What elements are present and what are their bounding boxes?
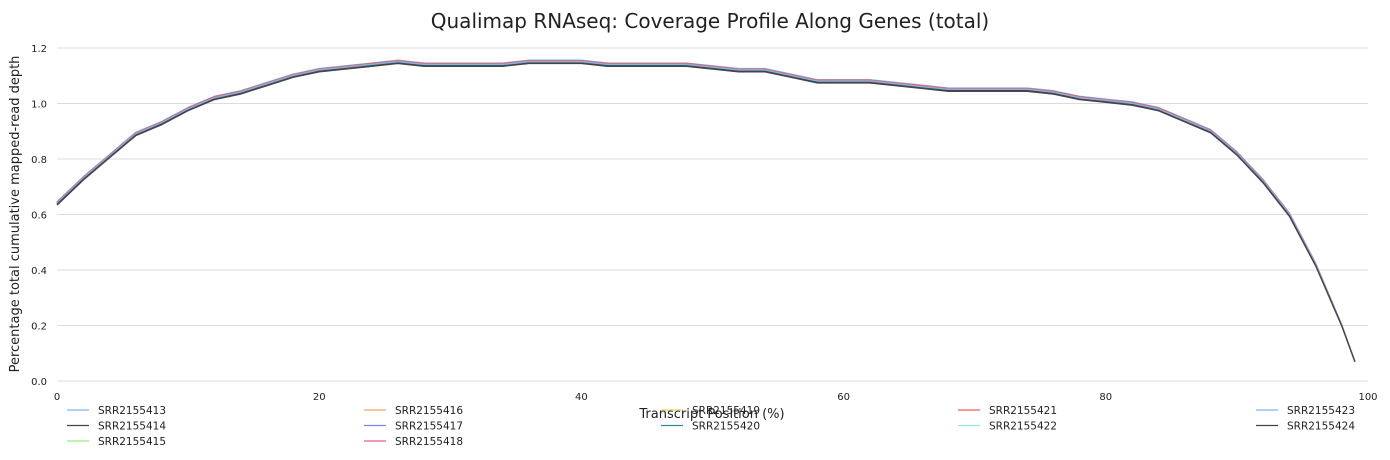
y-tick-label: 0.8 bbox=[31, 155, 47, 166]
legend-item-label[interactable]: SRR2155413 bbox=[98, 405, 166, 417]
y-tick-label: 0.0 bbox=[31, 377, 47, 388]
x-tick-label: 20 bbox=[313, 392, 326, 403]
legend-item-label[interactable]: SRR2155423 bbox=[1287, 405, 1355, 417]
legend-item-label[interactable]: SRR2155424 bbox=[1287, 421, 1355, 433]
y-tick-label: 0.4 bbox=[31, 266, 47, 277]
series-line-SRR2155416[interactable] bbox=[56, 60, 1356, 362]
y-tick-label: 1.0 bbox=[31, 100, 47, 111]
y-tick-label: 1.2 bbox=[31, 44, 47, 55]
series-line-SRR2155417[interactable] bbox=[56, 61, 1356, 362]
chart-title: Qualimap RNAseq: Coverage Profile Along … bbox=[431, 9, 989, 33]
series-line-SRR2155423[interactable] bbox=[56, 60, 1356, 362]
axis-ticks: 0.0 0.2 0.4 0.6 0.8 1.0 1.2 0 20 40 60 80 100 bbox=[31, 44, 1377, 403]
series-line-SRR2155420[interactable] bbox=[56, 61, 1356, 362]
legend-item-label[interactable]: SRR2155415 bbox=[98, 436, 166, 448]
legend-item-label[interactable]: SRR2155418 bbox=[395, 436, 463, 448]
legend-item-label[interactable]: SRR2155414 bbox=[98, 421, 166, 433]
series-line-SRR2155424[interactable] bbox=[56, 62, 1356, 362]
x-tick-label: 100 bbox=[1358, 392, 1377, 403]
legend: SRR2155413 SRR2155414 SRR2155415 SRR2155416… bbox=[67, 405, 1355, 448]
series-line-SRR2155413[interactable] bbox=[56, 59, 1356, 362]
legend-item-label[interactable]: SRR2155420 bbox=[692, 421, 760, 433]
legend-item-label[interactable]: SRR2155419 bbox=[692, 405, 760, 417]
series-line-SRR2155415[interactable] bbox=[56, 60, 1356, 362]
legend-item-label[interactable]: SRR2155421 bbox=[989, 405, 1057, 417]
x-tick-label: 40 bbox=[575, 392, 588, 403]
legend-item-label[interactable]: SRR2155417 bbox=[395, 421, 463, 433]
x-axis-title: Transcript Position (%) bbox=[638, 407, 784, 422]
legend-item-label[interactable]: SRR2155416 bbox=[395, 405, 463, 417]
y-tick-label: 0.6 bbox=[31, 211, 47, 222]
series-line-SRR2155421[interactable] bbox=[56, 60, 1356, 362]
series-lines bbox=[56, 59, 1356, 363]
series-line-SRR2155419[interactable] bbox=[56, 61, 1356, 362]
series-line-SRR2155418[interactable] bbox=[56, 60, 1356, 362]
x-tick-label: 80 bbox=[1099, 392, 1112, 403]
y-tick-label: 0.2 bbox=[31, 322, 47, 333]
x-tick-label: 0 bbox=[54, 392, 60, 403]
legend-item-label[interactable]: SRR2155422 bbox=[989, 421, 1057, 433]
y-axis-title: Percentage total cumulative mapped-read … bbox=[8, 56, 23, 373]
x-tick-label: 60 bbox=[837, 392, 850, 403]
grid-lines bbox=[57, 47, 1368, 382]
